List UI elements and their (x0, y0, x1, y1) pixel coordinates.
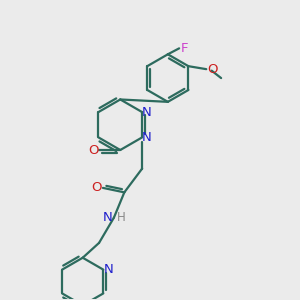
Text: N: N (142, 106, 152, 118)
Text: O: O (88, 143, 99, 157)
Text: O: O (207, 63, 217, 76)
Text: H: H (117, 211, 126, 224)
Text: N: N (104, 263, 113, 276)
Text: N: N (103, 211, 112, 224)
Text: N: N (142, 131, 152, 145)
Text: F: F (181, 42, 188, 55)
Text: O: O (92, 182, 102, 194)
